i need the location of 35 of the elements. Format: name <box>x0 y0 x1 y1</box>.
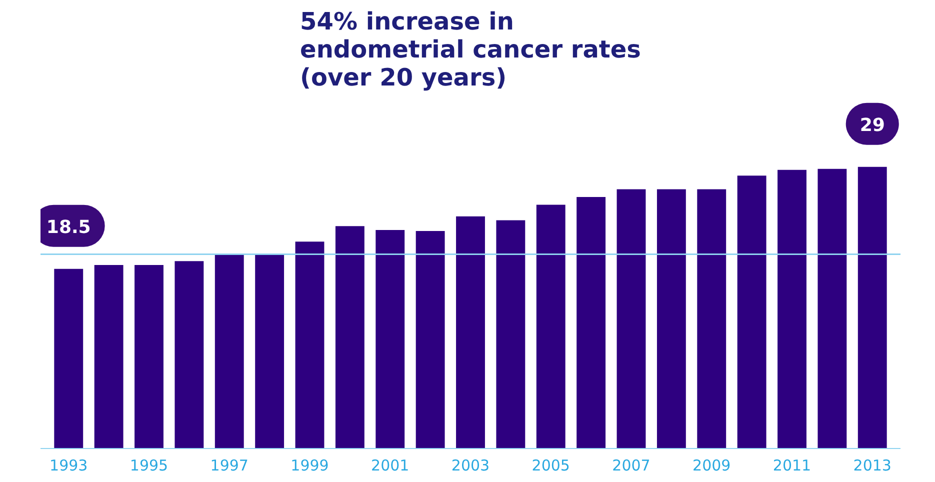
bar <box>778 170 806 448</box>
x-tick-label: 2009 <box>692 456 731 474</box>
data-label: 18.5 <box>46 216 91 238</box>
chart-title: 54% increase in endometrial cancer rates (over 20 years) <box>300 8 641 92</box>
bar <box>818 168 847 448</box>
bar <box>255 254 284 448</box>
bar <box>214 254 244 448</box>
x-tick-label: 2001 <box>371 456 410 474</box>
x-tick-label: 2003 <box>451 456 490 474</box>
bar <box>335 226 364 448</box>
x-tick-label: 2011 <box>772 456 812 474</box>
x-tick-label: 2005 <box>532 456 570 474</box>
x-tick-label: 1999 <box>290 456 329 474</box>
bar <box>295 242 324 448</box>
bar <box>94 264 124 448</box>
bar <box>616 189 646 448</box>
bar <box>416 230 445 448</box>
bar <box>576 197 606 448</box>
bar <box>536 204 566 448</box>
bar <box>54 268 84 448</box>
bar <box>134 264 164 448</box>
x-tick-label: 2007 <box>612 456 650 474</box>
bar <box>456 216 485 448</box>
bar <box>376 230 405 448</box>
bar <box>496 220 526 448</box>
x-tick-label: 1993 <box>50 456 88 474</box>
bar <box>737 176 766 448</box>
data-label: 29 <box>860 114 885 136</box>
bar <box>656 189 686 448</box>
x-tick-label: 1995 <box>130 456 168 474</box>
bar <box>858 166 887 448</box>
x-tick-label: 1997 <box>210 456 248 474</box>
bar <box>174 261 204 448</box>
bar <box>697 189 726 448</box>
x-tick-label: 2013 <box>853 456 892 474</box>
